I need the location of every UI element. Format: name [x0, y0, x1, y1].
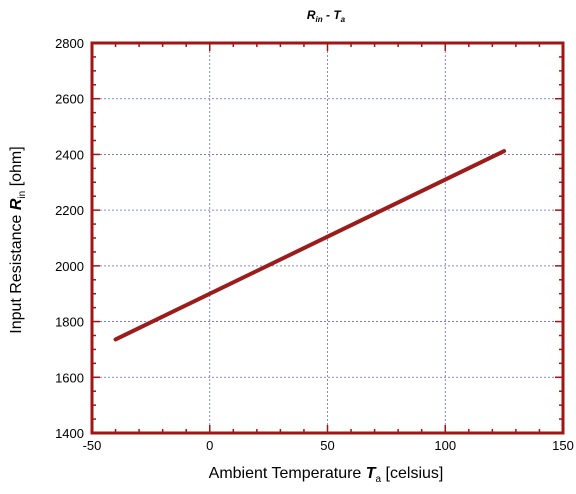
y-tick-label: 1800 — [55, 315, 84, 330]
x-tick-label: 150 — [552, 438, 574, 453]
chart-title: Rin - Ta — [307, 8, 346, 24]
x-tick-label: 100 — [434, 438, 456, 453]
axis-ticks — [91, 42, 564, 434]
x-tick-label: -50 — [83, 438, 102, 453]
data-series — [113, 149, 507, 342]
y-tick-label: 2400 — [55, 147, 84, 162]
series-line — [113, 149, 507, 342]
x-tick-label: 50 — [320, 438, 334, 453]
y-tick-label: 1400 — [55, 426, 84, 441]
x-tick-label: 0 — [206, 438, 213, 453]
y-tick-label: 2000 — [55, 259, 84, 274]
x-axis-title: Ambient Temperature Ta [celsius] — [209, 465, 444, 485]
y-tick-label: 1600 — [55, 370, 84, 385]
y-axis-title: Input Resistance Rin [ohm] — [8, 146, 28, 333]
y-tick-label: 2600 — [55, 92, 84, 107]
y-tick-labels: 1400 1600 1800 2000 2200 2400 2600 2800 — [55, 36, 84, 441]
y-tick-label: 2200 — [55, 203, 84, 218]
y-tick-label: 2800 — [55, 36, 84, 51]
grid — [92, 43, 563, 433]
x-tick-labels: -50 0 50 100 150 — [83, 438, 574, 453]
